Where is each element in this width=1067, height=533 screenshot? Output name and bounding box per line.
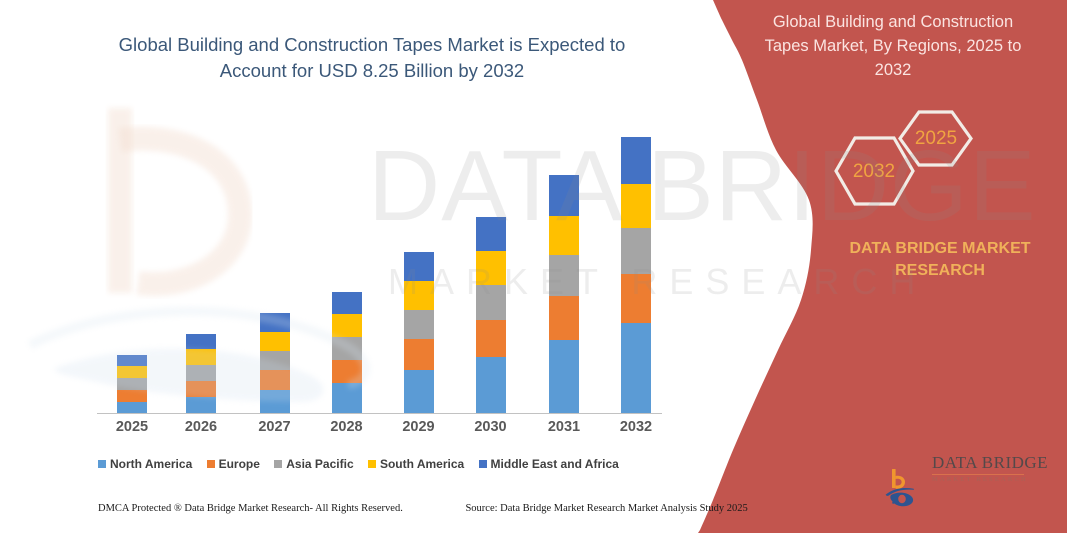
svg-text:2025: 2025: [915, 128, 957, 149]
svg-text:2032: 2032: [853, 161, 895, 182]
